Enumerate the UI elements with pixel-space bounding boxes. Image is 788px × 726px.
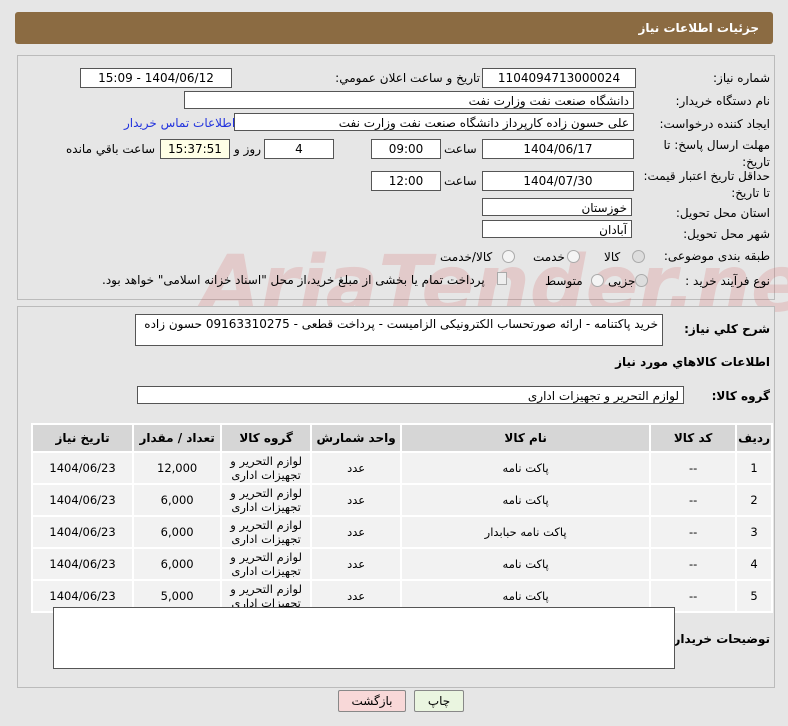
category-label: طبقه بندی موضوعی: — [663, 249, 770, 263]
creator-field: علی حسون زاده کارپرداز دانشگاه صنعت نفت … — [234, 113, 634, 131]
cell-3: عدد — [312, 485, 401, 515]
cell-2: پاکت نامه — [402, 581, 650, 611]
cell-6: 1404/06/23 — [33, 549, 133, 579]
cell-5: 6,000 — [134, 517, 221, 547]
cell-1: -- — [651, 549, 736, 579]
validity-time-label: ساعت — [444, 174, 477, 188]
province-label: استان محل تحویل: — [675, 206, 770, 220]
category-service-label: خدمت — [533, 250, 565, 264]
deadline-time-label: ساعت — [444, 142, 477, 156]
description-textarea[interactable]: خرید پاکتنامه - ارائه صورتحساب الکترونیک… — [135, 314, 663, 346]
remaining-label: ساعت باقي مانده — [66, 142, 156, 156]
table-row: 4 -- پاکت نامه عدد لوازم التحریر و تجهیزات ا… — [33, 549, 771, 579]
col-row: ردیف — [737, 425, 771, 451]
announce-label: تاریخ و ساعت اعلان عمومي: — [335, 71, 480, 85]
process-medium-radio[interactable] — [591, 274, 604, 287]
description-text: خرید پاکتنامه - ارائه صورتحساب الکترونیک… — [144, 317, 658, 331]
cell-3: عدد — [312, 581, 401, 611]
cell-4: لوازم التحریر و تجهیزات اداری — [222, 517, 311, 547]
cell-6: 1404/06/23 — [33, 581, 133, 611]
description-label: شرح کلي نیاز: — [684, 322, 770, 336]
cell-0: 3 — [737, 517, 771, 547]
validity-label: حداقل تاریخ اعتبار قیمت: تا تاریخ: — [643, 169, 770, 200]
col-qty: تعداد / مقدار — [134, 425, 221, 451]
cell-0: 2 — [737, 485, 771, 515]
validity-date-field: 1404/07/30 — [482, 171, 634, 191]
cell-1: -- — [651, 453, 736, 483]
buyer-notes-label: توضیحات خریدار: — [668, 632, 770, 646]
creator-label: ایجاد کننده درخواست: — [659, 117, 770, 131]
cell-1: -- — [651, 517, 736, 547]
cell-4: لوازم التحریر و تجهیزات اداری — [222, 581, 311, 611]
cell-2: پاکت نامه حبابدار — [402, 517, 650, 547]
table-header-row: ردیف کد کالا نام کالا واحد شمارش گروه کا… — [33, 425, 771, 451]
cell-5: 5,000 — [134, 581, 221, 611]
cell-6: 1404/06/23 — [33, 517, 133, 547]
category-both-radio[interactable] — [502, 250, 515, 263]
cell-6: 1404/06/23 — [33, 453, 133, 483]
validity-time-field: 12:00 — [371, 171, 441, 191]
cell-6: 1404/06/23 — [33, 485, 133, 515]
city-field: آبادان — [482, 220, 632, 238]
cell-3: عدد — [312, 517, 401, 547]
province-field: خوزستان — [482, 198, 632, 216]
process-medium-label: متوسط — [545, 274, 583, 288]
buyer-label: نام دستگاه خریدار: — [675, 94, 771, 108]
process-minor-label: جزیی — [608, 274, 636, 288]
goods-group-field: لوازم التحریر و تجهیزات اداری — [137, 386, 684, 404]
treasury-note: پرداخت تمام یا بخشی از مبلغ خرید،از محل … — [102, 273, 485, 287]
cell-4: لوازم التحریر و تجهیزات اداری — [222, 485, 311, 515]
cell-5: 6,000 — [134, 549, 221, 579]
cell-0: 4 — [737, 549, 771, 579]
cell-2: پاکت نامه — [402, 485, 650, 515]
table-row: 2 -- پاکت نامه عدد لوازم التحریر و تجهیزات ا… — [33, 485, 771, 515]
col-group: گروه کالا — [222, 425, 311, 451]
goods-section-title: اطلاعات کالاهاي مورد نیاز — [615, 355, 770, 369]
need-number-label: شماره نیاز: — [713, 71, 770, 85]
cell-2: پاکت نامه — [402, 453, 650, 483]
need-number-field: 1104094713000024 — [482, 68, 636, 88]
cell-1: -- — [651, 581, 736, 611]
days-field: 4 — [264, 139, 334, 159]
back-button[interactable]: بازگشت — [338, 690, 406, 712]
cell-3: عدد — [312, 453, 401, 483]
table-row: 5 -- پاکت نامه عدد لوازم التحریر و تجهیزات ا… — [33, 581, 771, 611]
days-label: روز و — [234, 142, 261, 156]
treasury-checkbox[interactable] — [497, 272, 507, 285]
cell-4: لوازم التحریر و تجهیزات اداری — [222, 549, 311, 579]
category-goods-radio[interactable] — [632, 250, 645, 263]
col-date: تاریخ نیاز — [33, 425, 133, 451]
goods-group-label: گروه کالا: — [711, 389, 770, 403]
deadline-label: مهلت ارسال پاسخ: تا تاریخ: — [663, 138, 770, 169]
process-label: نوع فرآیند خرید : — [685, 274, 770, 288]
table-row: 3 -- پاکت نامه حبابدار عدد لوازم التحریر و ت… — [33, 517, 771, 547]
page-header: جزئیات اطلاعات نیاز — [15, 12, 773, 44]
print-button[interactable]: چاپ — [414, 690, 464, 712]
category-service-radio[interactable] — [567, 250, 580, 263]
category-goods-label: کالا — [604, 250, 621, 264]
deadline-date-field: 1404/06/17 — [482, 139, 634, 159]
deadline-time-field: 09:00 — [371, 139, 441, 159]
cell-3: عدد — [312, 549, 401, 579]
buyer-contact-link[interactable]: اطلاعات تماس خریدار — [124, 116, 236, 130]
table-row: 1 -- پاکت نامه عدد لوازم التحریر و تجهیزات ا… — [33, 453, 771, 483]
col-code: کد کالا — [651, 425, 736, 451]
cell-5: 6,000 — [134, 485, 221, 515]
cell-0: 5 — [737, 581, 771, 611]
cell-5: 12,000 — [134, 453, 221, 483]
cell-4: لوازم التحریر و تجهیزات اداری — [222, 453, 311, 483]
goods-table: ردیف کد کالا نام کالا واحد شمارش گروه کا… — [31, 423, 773, 613]
cell-1: -- — [651, 485, 736, 515]
cell-0: 1 — [737, 453, 771, 483]
buyer-field: دانشگاه صنعت نفت وزارت نفت — [184, 91, 634, 109]
buyer-notes-textarea[interactable] — [53, 607, 675, 669]
col-name: نام کالا — [402, 425, 650, 451]
process-minor-radio[interactable] — [635, 274, 648, 287]
announce-field: 1404/06/12 - 15:09 — [80, 68, 232, 88]
remaining-time-field: 15:37:51 — [160, 139, 230, 159]
category-both-label: کالا/خدمت — [440, 250, 493, 264]
city-label: شهر محل تحویل: — [683, 227, 770, 241]
cell-2: پاکت نامه — [402, 549, 650, 579]
col-unit: واحد شمارش — [312, 425, 401, 451]
